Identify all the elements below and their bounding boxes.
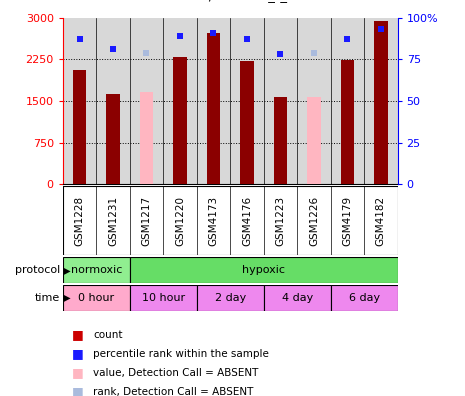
Bar [307,97,320,184]
Text: ▶: ▶ [60,293,71,303]
Text: GSM4182: GSM4182 [376,196,386,246]
Text: count: count [93,330,122,340]
Text: GDS61 / 167461_r_at: GDS61 / 167461_r_at [159,0,301,2]
Bar [106,94,120,184]
Text: value, Detection Call = ABSENT: value, Detection Call = ABSENT [93,368,259,378]
Text: rank, Detection Call = ABSENT: rank, Detection Call = ABSENT [93,387,253,396]
Bar [173,57,186,184]
Bar [240,61,253,184]
Text: 6 day: 6 day [349,293,379,303]
Text: GSM1228: GSM1228 [74,196,85,246]
Bar [374,21,387,184]
Bar [63,285,130,311]
Text: 2 day: 2 day [214,293,246,303]
Text: ■: ■ [72,348,84,360]
Text: ■: ■ [72,386,84,396]
Bar [63,257,130,283]
Text: protocol: protocol [15,265,60,275]
Bar [274,97,287,184]
Text: GSM1226: GSM1226 [309,196,319,246]
Text: GSM4179: GSM4179 [342,196,352,246]
Text: GSM1231: GSM1231 [108,196,118,246]
Text: ▶: ▶ [60,265,71,275]
Bar [140,92,153,184]
Bar [341,60,354,184]
Bar [130,257,398,283]
Text: hypoxic: hypoxic [242,265,285,275]
Bar [207,33,220,184]
Bar [73,70,86,184]
Text: GSM1217: GSM1217 [141,196,152,246]
Text: time: time [35,293,60,303]
Text: 10 hour: 10 hour [142,293,185,303]
Text: normoxic: normoxic [71,265,122,275]
Text: GSM1223: GSM1223 [275,196,286,246]
Text: GSM4173: GSM4173 [208,196,219,246]
Text: 0 hour: 0 hour [78,293,114,303]
Text: ■: ■ [72,367,84,379]
Bar [197,285,264,311]
Bar [331,285,398,311]
Text: GSM1220: GSM1220 [175,196,185,246]
Bar [264,285,331,311]
Bar [130,285,197,311]
Text: percentile rank within the sample: percentile rank within the sample [93,349,269,359]
Text: GSM4176: GSM4176 [242,196,252,246]
Text: 4 day: 4 day [281,293,313,303]
Text: ■: ■ [72,329,84,341]
